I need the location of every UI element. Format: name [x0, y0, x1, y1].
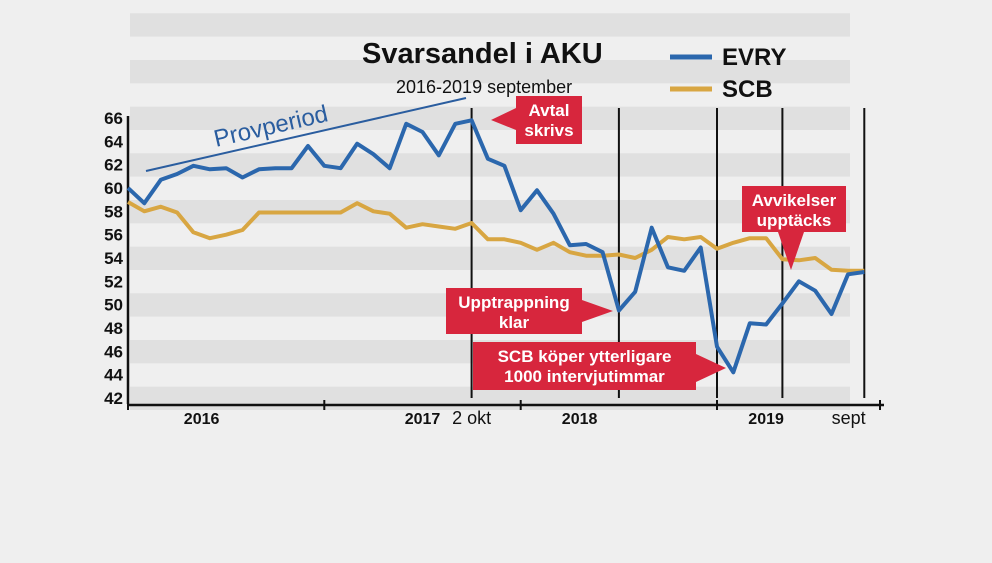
callout-box [446, 288, 582, 334]
y-tick-label: 58 [104, 202, 123, 221]
x-tick-label: 2018 [562, 411, 598, 428]
grid-band [130, 13, 850, 37]
x-tick-label: 2017 [405, 411, 441, 428]
background-bands [130, 13, 850, 410]
grid-band [130, 386, 850, 410]
callout-box [516, 96, 582, 144]
chart-title: Svarsandel i AKU [362, 38, 603, 70]
x-tick-label: 2016 [184, 411, 220, 428]
y-tick-label: 62 [104, 156, 123, 175]
y-tick-label: 54 [104, 249, 123, 268]
legend-label-scb: SCB [722, 76, 773, 103]
legend-label-evry: EVRY [722, 44, 786, 71]
y-tick-label: 42 [104, 389, 123, 408]
callout-text: Avtal [529, 101, 570, 120]
x-tick-label: sept [832, 408, 866, 428]
y-tick-label: 64 [104, 132, 123, 151]
y-tick-label: 56 [104, 226, 123, 245]
callout-text: upptäcks [757, 211, 832, 230]
callout-text: Avvikelser [752, 191, 837, 210]
series-lines [126, 118, 865, 375]
callout-pointer [696, 354, 726, 382]
y-tick-label: 50 [104, 296, 123, 315]
series-line-evry [126, 118, 865, 375]
x-tick-label: 2019 [748, 411, 784, 428]
callout-text: 1000 intervjutimmar [504, 367, 665, 386]
y-tick-label: 46 [104, 342, 123, 361]
chart-titles: Svarsandel i AKU 2016-2019 september [362, 38, 603, 97]
callout-text: SCB köper ytterligare [498, 347, 672, 366]
y-tick-label: 66 [104, 109, 123, 128]
chart-subtitle: 2016-2019 september [396, 77, 572, 97]
callout-text: Upptrappning [458, 293, 569, 312]
y-tick-label: 48 [104, 319, 123, 338]
grid-band [130, 246, 850, 270]
callout-box [742, 186, 846, 232]
y-axis: 42 44 46 48 50 52 54 56 58 60 62 64 66 [104, 109, 130, 408]
grid-band [130, 200, 850, 224]
callout-text: klar [499, 313, 530, 332]
callout-box [473, 342, 696, 390]
x-tick-label: 2 okt [452, 408, 491, 428]
series-line-scb [127, 200, 865, 273]
grid-band [130, 60, 850, 84]
provperiod-trend-line [145, 97, 467, 172]
legend: EVRY SCB [670, 44, 786, 103]
callout-pointer [778, 232, 804, 270]
y-tick-label: 60 [104, 179, 123, 198]
callout-pointer [491, 108, 516, 130]
callout-text: skrivs [524, 121, 573, 140]
grid-band [130, 153, 850, 177]
y-tick-label: 44 [104, 366, 123, 385]
y-tick-label: 52 [104, 272, 123, 291]
x-axis: 2016 2017 2 okt 2018 2019 sept [127, 400, 884, 428]
grid-band [130, 106, 850, 130]
callout-pointer [582, 300, 613, 322]
